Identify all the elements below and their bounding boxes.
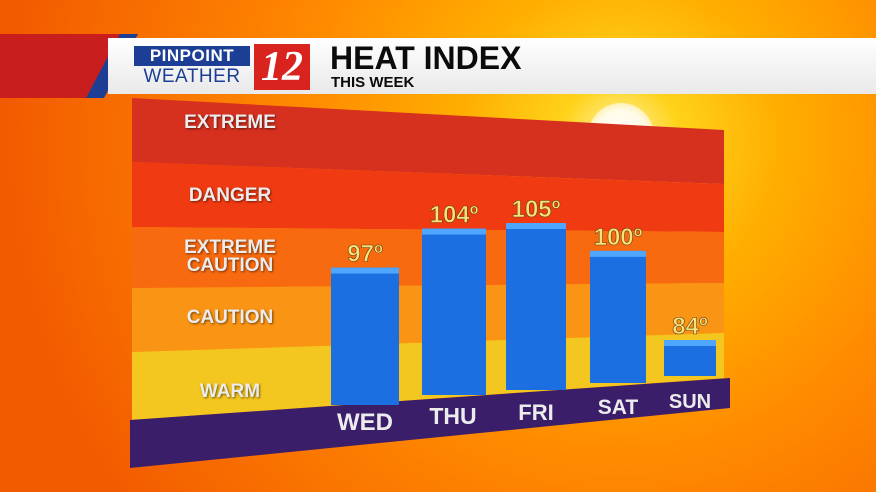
category-label-thu: THU (429, 403, 476, 429)
zone-label-caution: CAUTION (186, 307, 274, 328)
header-banner: PINPOINT WEATHER 12 HEAT INDEX THIS WEEK (0, 34, 876, 98)
logo-weather: WEATHER (143, 66, 241, 87)
bar-group: 97º WED 104º THU 105º FRI 100º SAT 84º SUN (331, 196, 716, 436)
zone-band-danger (132, 162, 724, 232)
value-label-sun: 84º (672, 313, 708, 340)
zone-label-warm: WARM (199, 381, 261, 402)
bar-thu (422, 228, 486, 395)
value-label-fri: 105º (512, 196, 561, 223)
chart-floor (130, 378, 730, 468)
bar-highlight-sun (664, 340, 716, 346)
zone-band-extreme (132, 98, 724, 184)
bar-highlight-sat (590, 250, 646, 257)
bar-highlight-fri (506, 223, 566, 229)
page-subtitle: THIS WEEK (331, 74, 415, 91)
category-label-sat: SAT (598, 396, 639, 419)
value-label-thu: 104º (430, 202, 479, 229)
station-logo: PINPOINT WEATHER 12 (128, 44, 310, 90)
zone-label-extreme: EXTREME (184, 112, 276, 133)
bar-highlight-wed (331, 267, 399, 274)
logo-channel-number: 12 (254, 44, 310, 90)
bar-wed (331, 267, 399, 405)
value-label-sat: 100º (594, 224, 643, 251)
category-label-wed: WED (337, 409, 393, 436)
value-label-wed: 97º (347, 241, 383, 268)
bar-fri (506, 223, 566, 390)
page-title: HEAT INDEX (330, 40, 522, 76)
zone-label-extreme-caution: EXTREME CAUTION (184, 237, 276, 276)
bar-highlight-thu (422, 228, 486, 235)
zone-label-danger: DANGER (188, 185, 272, 206)
logo-pinpoint: PINPOINT (134, 46, 250, 66)
bar-sat (590, 250, 646, 383)
category-label-sun: SUN (669, 391, 711, 413)
category-label-fri: FRI (518, 400, 553, 425)
